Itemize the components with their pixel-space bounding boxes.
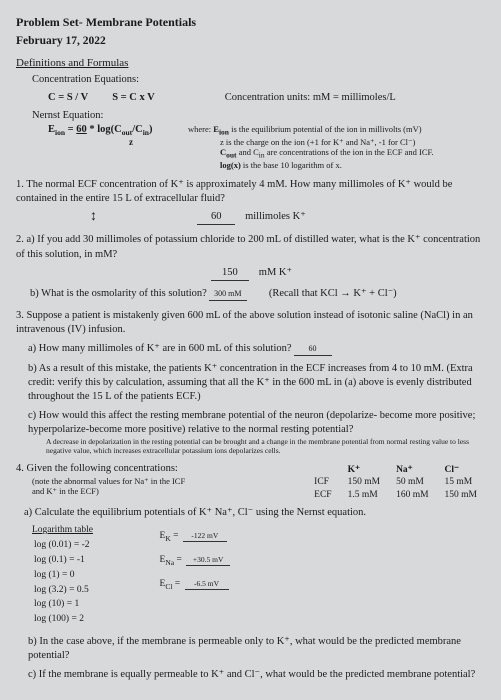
nernst-label: Nernst Equation: [32, 109, 485, 123]
ena-row: ENa = +30.5 mV [160, 554, 233, 568]
conc-table: K⁺Na⁺Cl⁻ ICF150 mM50 mM15 mM ECF1.5 mM16… [306, 464, 485, 502]
q2b-row: b) What is the osmolarity of this soluti… [30, 287, 485, 301]
q3c: c) How would this affect the resting mem… [28, 409, 485, 437]
conc-eq-row: C = S / V S = C x V Concentration units:… [48, 91, 485, 105]
q4-note1: (note the abnormal values for Na⁺ in the… [32, 476, 306, 486]
q3b: b) As a result of this mistake, the pati… [28, 362, 485, 405]
q4-text: 4. Given the following concentrations: [16, 462, 306, 476]
q3-text: 3. Suppose a patient is mistakenly given… [16, 309, 485, 337]
q2b-recall: (Recall that KCl → K⁺ + Cl⁻) [269, 287, 397, 301]
conc-units: Concentration units: mM = millimoles/L [225, 91, 396, 105]
q2b-blank: 300 mM [209, 289, 247, 301]
defs-head: Definitions and Formulas [16, 56, 485, 71]
q4a-work: Logarithm table log (0.01) = -2 log (0.1… [16, 524, 485, 628]
q3a: a) How many millimoles of K⁺ are in 600 … [28, 342, 485, 356]
page-date: February 17, 2022 [16, 34, 485, 50]
q1-text: 1. The normal ECF concentration of K⁺ is… [16, 178, 485, 206]
q1-unit: millimoles K⁺ [245, 211, 306, 222]
q3a-blank: 60 [294, 344, 332, 356]
q4b: b) In the case above, if the membrane is… [28, 635, 485, 663]
nernst-where-block: where: Eion is the equilibrium potential… [188, 124, 434, 170]
table-row: ECF1.5 mM160 mM150 mM [306, 489, 485, 502]
ek-row: EK = -122 mV [160, 530, 233, 544]
ecl-row: ECl = -6.5 mV [160, 578, 233, 592]
q2a-text: 2. a) If you add 30 millimoles of potass… [16, 233, 485, 261]
table-row: K⁺Na⁺Cl⁻ [306, 464, 485, 477]
table-row: ICF150 mM50 mM15 mM [306, 476, 485, 489]
q1-answer-row: ↕ 60 millimoles K⁺ [16, 210, 485, 225]
nernst-eion: Eion [48, 124, 65, 135]
conc-eq-label: Concentration Equations: [32, 73, 485, 87]
page-title: Problem Set- Membrane Potentials [16, 14, 485, 30]
q4-note2: and K⁺ in the ECF) [32, 486, 306, 496]
q4-head: 4. Given the following concentrations: (… [16, 462, 485, 502]
log-table: log (0.01) = -2 log (0.1) = -1 log (1) =… [32, 537, 110, 628]
q4a: a) Calculate the equilibrium potentials … [24, 506, 485, 520]
q3c-note: A decrease in depolarization in the rest… [46, 438, 485, 455]
q2a-blank: 150 [211, 266, 249, 281]
q2a-unit: mM K⁺ [259, 267, 292, 278]
q1-blank: 60 [197, 210, 235, 225]
q2a-answer-row: 150 mM K⁺ [16, 266, 485, 281]
q4c: c) If the membrane is equally permeable … [28, 668, 485, 682]
nernst-z: z [82, 136, 180, 148]
logtable-head: Logarithm table [32, 524, 110, 537]
nernst-eq-row: Eion = 60 * log(Cout/Cin) z where: Eion … [16, 123, 485, 170]
conc-eq2: S = C x V [112, 91, 155, 105]
conc-eq1: C = S / V [48, 91, 88, 105]
q2b-label: b) What is the osmolarity of this soluti… [30, 287, 207, 301]
